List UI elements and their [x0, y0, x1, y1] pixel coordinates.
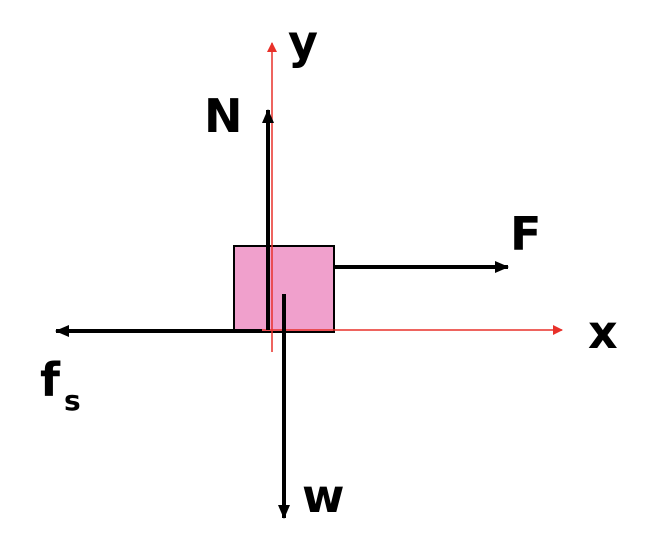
normal-force-label: N [204, 89, 243, 143]
y-axis-label: y [288, 15, 318, 69]
weight-label: w [302, 469, 345, 523]
friction-subscript-label: s [64, 384, 81, 417]
friction-force-label: f [40, 353, 61, 407]
x-axis-label: x [588, 305, 618, 359]
applied-force-label: F [510, 207, 541, 261]
